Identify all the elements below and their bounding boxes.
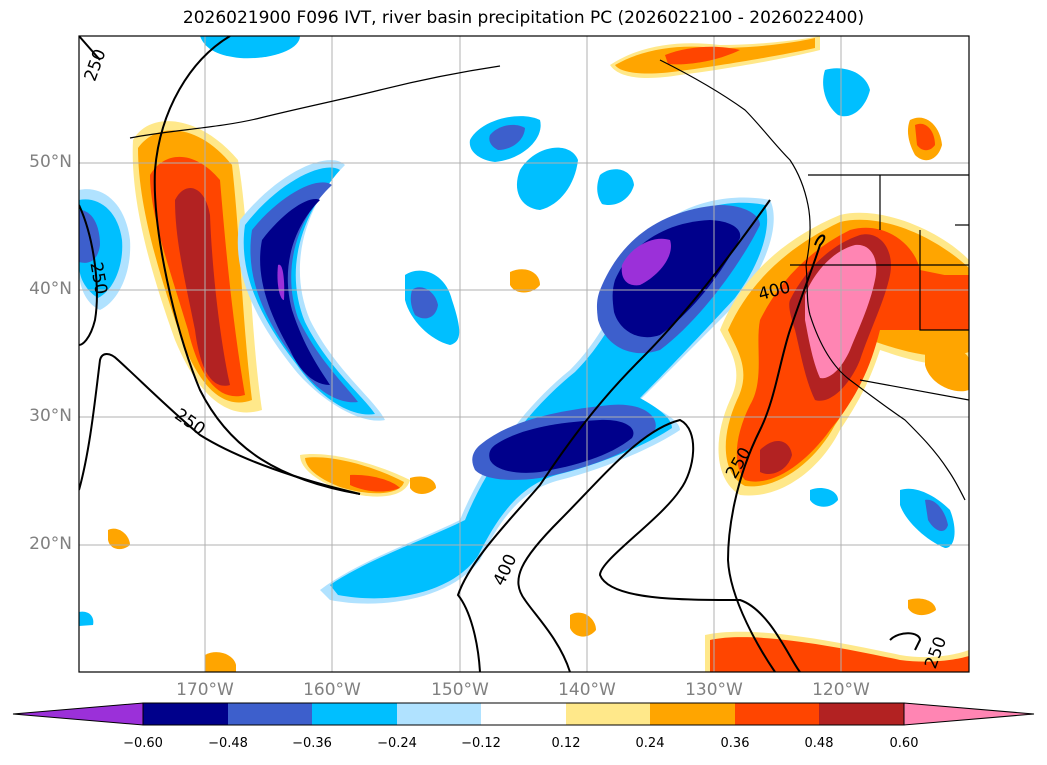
colorbar-segment (143, 703, 228, 725)
anomaly-patch (350, 474, 400, 492)
colorbar-segment (228, 703, 312, 725)
map-title: 2026021900 F096 IVT, river basin precipi… (182, 8, 865, 28)
colorbar-tick-label: 0.24 (635, 736, 665, 751)
colorbar-tick-label: −0.60 (123, 736, 163, 751)
colorbar-tick-label: −0.48 (208, 736, 248, 751)
colorbar-segment (735, 703, 819, 725)
contour-label: 250 (81, 47, 111, 84)
lat-label: 50°N (29, 152, 72, 172)
lon-label: 130°W (685, 680, 743, 700)
lon-label: 150°W (431, 680, 489, 700)
lat-label: 30°N (29, 406, 72, 426)
anomaly-patch (823, 68, 870, 117)
anomaly-patch (410, 476, 436, 494)
anomaly-positive-west (132, 121, 262, 413)
colorbar-segment (819, 703, 904, 725)
anomaly-patch (570, 612, 596, 637)
map-frame (78, 35, 970, 673)
graticule (79, 36, 969, 672)
colorbar (12, 702, 1035, 726)
anomaly-patch (410, 287, 438, 319)
lon-label: 160°W (303, 680, 361, 700)
coastlines (129, 59, 969, 501)
anomaly-patch (597, 169, 634, 206)
colorbar-segment (566, 703, 650, 725)
anomaly-patch (516, 147, 578, 210)
map-field (79, 36, 969, 672)
anomaly-patch (665, 46, 740, 65)
colorbar-frame (142, 702, 905, 726)
contour-label: 400 (490, 551, 522, 589)
anomaly-patch (79, 611, 94, 626)
anomaly-patch (200, 36, 300, 59)
colorbar-extend-left (12, 702, 144, 726)
anomaly-patch (908, 598, 936, 616)
anomaly-positive-coast (718, 117, 969, 496)
anomaly-patch (710, 637, 969, 672)
lat-label: 20°N (29, 534, 72, 554)
colorbar-segment (312, 703, 397, 725)
colorbar-segment (481, 703, 566, 725)
colorbar-tick-label: 0.60 (889, 736, 919, 751)
colorbar-tick-label: 0.36 (720, 736, 750, 751)
colorbar-tick-label: −0.24 (377, 736, 417, 751)
colorbar-tick-label: −0.12 (461, 736, 501, 751)
anomaly-patch (925, 499, 948, 532)
lat-label: 40°N (29, 279, 72, 299)
anomaly-negative-band (320, 197, 774, 604)
colorbar-tick-label: −0.36 (292, 736, 332, 751)
colorbar-tick-label: 0.12 (551, 736, 581, 751)
lon-label: 170°W (176, 680, 234, 700)
lon-label: 120°W (812, 680, 870, 700)
contour-label: 250 (171, 405, 209, 440)
colorbar-segment (650, 703, 735, 725)
anomaly-patch (205, 652, 236, 672)
ivt-contours (79, 36, 922, 672)
anomaly-patch (810, 488, 838, 507)
colorbar-extend-right (903, 702, 1035, 726)
colorbar-tick-label: 0.48 (804, 736, 834, 751)
anomaly-patch (900, 488, 955, 548)
colorbar-segment (397, 703, 481, 725)
anomaly-patch (489, 124, 525, 150)
anomaly-negative-arc (237, 160, 385, 421)
anomaly-patch (108, 528, 130, 550)
anomaly-patch (510, 269, 540, 293)
lon-label: 140°W (558, 680, 616, 700)
